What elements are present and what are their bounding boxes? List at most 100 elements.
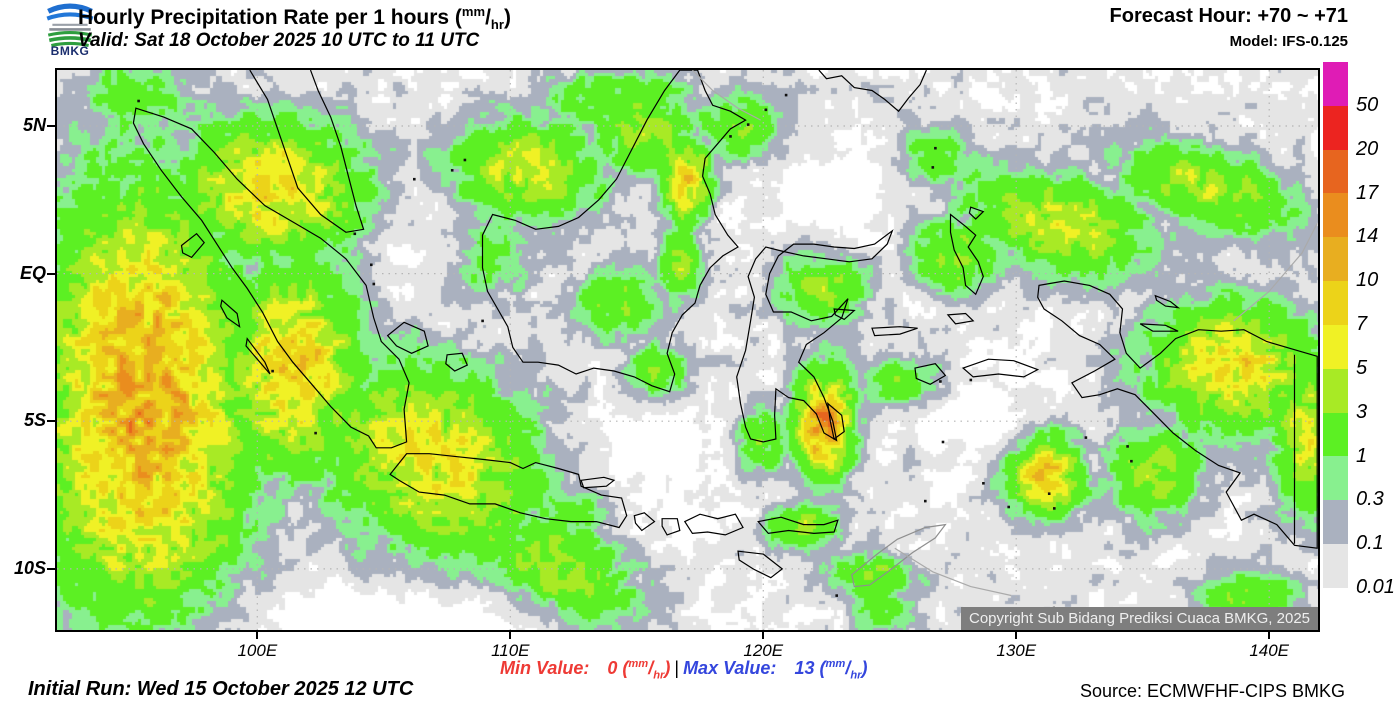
- small-island-dot: [463, 158, 467, 162]
- legend-color-segment: [1323, 368, 1348, 413]
- coastline-madura: [580, 476, 616, 489]
- small-island-dot: [1007, 505, 1010, 509]
- unit-sup: mm: [461, 4, 486, 19]
- legend-color-segment: [1323, 412, 1348, 457]
- lon-axis-label-120E: 120E: [743, 641, 784, 660]
- coastline-pagai: [245, 337, 271, 375]
- small-island-dot: [746, 123, 750, 126]
- lon-axis-tick: [1268, 632, 1271, 639]
- legend-value-label-5: 5: [1356, 356, 1368, 379]
- small-island-dot: [1130, 459, 1133, 463]
- lon-axis-tick: [256, 632, 259, 639]
- bmkg-logo-label: BMKG: [50, 44, 90, 58]
- small-island-dot: [450, 169, 454, 172]
- small-island-dot: [764, 108, 768, 112]
- coastline-yapen: [1139, 323, 1179, 332]
- coastline-flores: [757, 516, 839, 535]
- min-value-label: Min Value: 0 (mm/hr): [500, 658, 671, 682]
- legend-color-segment: [1323, 456, 1348, 501]
- small-island-dot: [1053, 507, 1056, 510]
- lat-axis-label-5S: 5S: [23, 410, 46, 431]
- lon-axis-tick: [762, 632, 765, 639]
- small-island-dot: [729, 135, 732, 138]
- coastline-biak: [1154, 294, 1181, 309]
- lon-axis-label-110E: 110E: [491, 641, 530, 660]
- lat-axis-tick: [47, 567, 55, 570]
- legend-value-label-1: 1: [1356, 444, 1368, 467]
- legend-value-label-0.1: 0.1: [1356, 532, 1384, 555]
- lon-axis-tick: [509, 632, 512, 639]
- small-island-dot: [931, 166, 935, 169]
- coastline-sula: [871, 326, 918, 337]
- coastline-seram: [961, 358, 1040, 378]
- legend-value-label-3: 3: [1356, 400, 1368, 423]
- coastline-obi: [946, 312, 975, 325]
- legend-value-label-50: 50: [1356, 93, 1379, 116]
- line-malay-peninsula: [249, 70, 365, 233]
- coastline-buton: [826, 402, 845, 441]
- unit-sub: hr: [490, 17, 504, 33]
- small-island-dot: [271, 369, 274, 373]
- lat-axis-tick: [47, 124, 55, 127]
- legend-value-label-17: 17: [1356, 181, 1379, 204]
- coastline-nias: [180, 232, 205, 259]
- line-mindanao: [818, 70, 927, 113]
- minmax-value-line: Min Value: 0 (mm/hr) | Max Value: 13 (mm/hr): [500, 658, 867, 682]
- color-scale-bar: [1323, 62, 1348, 588]
- coastlines-overlay: [57, 70, 1318, 630]
- legend-value-label-0.01: 0.01: [1356, 576, 1395, 598]
- initial-run-label: Initial Run: Wed 15 October 2025 12 UTC: [28, 678, 414, 700]
- lat-axis-tick: [47, 420, 55, 423]
- small-island-dot: [314, 431, 317, 435]
- coastline-buru: [914, 363, 947, 385]
- lon-axis-tick: [1015, 632, 1018, 639]
- lon-axis-label-140E: 140E: [1249, 641, 1290, 660]
- coastline-lombok: [661, 518, 681, 536]
- small-island-dot: [982, 482, 985, 485]
- small-island-dot: [835, 594, 838, 597]
- small-island-dot: [924, 499, 927, 503]
- legend-color-segment: [1323, 324, 1348, 369]
- coastline-peleng: [833, 308, 856, 321]
- legend-color-segment: [1323, 105, 1348, 150]
- lat-axis-label-10S: 10S: [13, 557, 46, 578]
- coastline-sumatra: [132, 107, 410, 449]
- lat-axis-tick: [47, 272, 55, 275]
- small-island-dot: [939, 380, 942, 383]
- page-title: Hourly Precipitation Rate per 1 hours (m…: [78, 4, 511, 33]
- forecast-hour-label: Forecast Hour: +70 ~ +71: [1109, 5, 1348, 27]
- coastline-sumbawa: [683, 513, 744, 536]
- legend-value-label-0.3: 0.3: [1356, 488, 1384, 511]
- coastline-timor: [851, 523, 947, 588]
- legend-value-label-7: 7: [1356, 313, 1368, 335]
- legend-color-segment: [1323, 149, 1348, 194]
- max-value-label: Max Value: 13 (mm/hr): [683, 658, 868, 682]
- source-label: Source: ECMWFHF-CIPS BMKG: [1079, 681, 1345, 701]
- model-label: Model: IFS-0.125: [1229, 33, 1348, 50]
- small-island-dot: [370, 263, 373, 267]
- legend-value-label-10: 10: [1356, 269, 1379, 292]
- small-island-dot: [372, 282, 376, 286]
- coastline-java: [389, 453, 628, 529]
- legend-color-segment: [1323, 500, 1348, 545]
- legend-color-segment: [1323, 237, 1348, 282]
- small-island-dot: [137, 99, 140, 103]
- legend-color-segment: [1323, 281, 1348, 325]
- coastline-halmahera: [949, 213, 984, 296]
- line-maritime-boundary-png: [1233, 223, 1318, 322]
- legend-color-segment: [1323, 62, 1348, 106]
- small-island-dot: [413, 177, 416, 181]
- max-value: 13: [794, 658, 815, 678]
- small-island-dot: [934, 146, 937, 150]
- lat-axis-label-EQ: EQ: [19, 262, 46, 283]
- legend-value-label-14: 14: [1356, 225, 1379, 248]
- small-island-dot: [1084, 436, 1088, 439]
- small-island-dot: [481, 319, 484, 323]
- line-maritime-boundary-palawan: [691, 70, 761, 121]
- lon-axis-label-130E: 130E: [996, 641, 1037, 660]
- legend-color-segment: [1323, 544, 1348, 588]
- small-island-dot: [1126, 445, 1129, 448]
- coastline-siberut: [220, 299, 241, 329]
- precipitation-map: Copyright Sub Bidang Prediksi Cuaca BMKG…: [55, 68, 1320, 632]
- copyright-watermark: Copyright Sub Bidang Prediksi Cuaca BMKG…: [960, 607, 1318, 630]
